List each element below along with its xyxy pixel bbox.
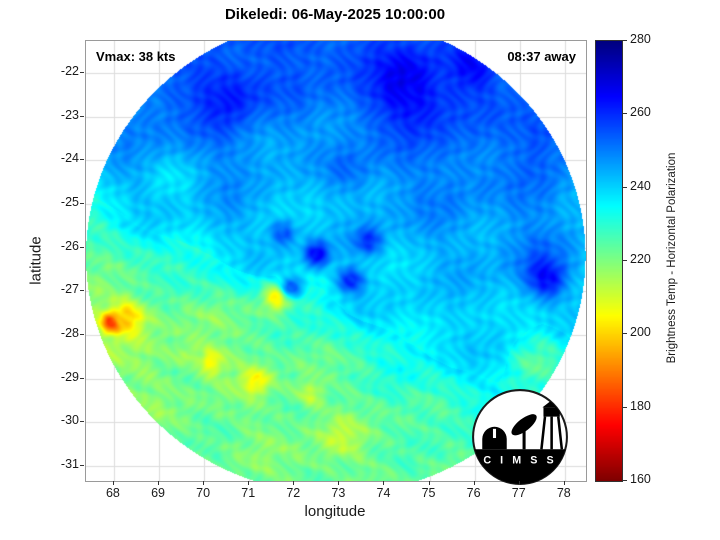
x-tick-mark bbox=[158, 481, 160, 485]
colorbar-label: Brightness Temp - Horizontal Polarizatio… bbox=[666, 152, 678, 364]
x-tick-label: 78 bbox=[556, 486, 571, 500]
colorbar-tick-mark bbox=[623, 113, 627, 115]
x-tick-label: 72 bbox=[286, 486, 301, 500]
page-title: Dikeledi: 06-May-2025 10:00:00 bbox=[224, 6, 446, 23]
y-tick-mark bbox=[80, 290, 84, 292]
colorbar-tick-mark bbox=[623, 333, 627, 335]
y-tick-mark bbox=[80, 71, 84, 73]
time-offset-annotation: 08:37 away bbox=[507, 49, 576, 64]
x-tick-mark bbox=[203, 481, 205, 485]
x-tick-mark bbox=[428, 481, 430, 485]
y-tick-mark bbox=[80, 465, 84, 467]
x-tick-label: 75 bbox=[421, 486, 436, 500]
y-tick-label: -25 bbox=[60, 194, 79, 209]
x-tick-label: 76 bbox=[466, 486, 481, 500]
colorbar-tick-mark bbox=[623, 260, 627, 261]
colorbar-tick-label: 260 bbox=[630, 105, 651, 120]
y-tick-label: -30 bbox=[60, 413, 79, 428]
colorbar-tick-mark bbox=[623, 40, 627, 41]
colorbar-tick-label: 280 bbox=[630, 32, 651, 46]
x-tick-label: 73 bbox=[331, 486, 346, 500]
y-tick-label: -26 bbox=[60, 238, 79, 253]
x-tick-mark bbox=[112, 481, 114, 485]
cimss-logo-text: C I M S S bbox=[483, 455, 556, 467]
observatory-dome-icon bbox=[482, 426, 507, 450]
x-tick-mark bbox=[473, 481, 475, 485]
cimss-logo: C I M S S bbox=[472, 389, 568, 485]
y-tick-mark bbox=[80, 246, 84, 248]
y-tick-label: -28 bbox=[60, 326, 79, 341]
satellite-dish-icon bbox=[511, 414, 537, 450]
colorbar-tick-label: 160 bbox=[630, 472, 651, 486]
colorbar-tick-mark bbox=[623, 480, 627, 481]
x-tick-mark bbox=[383, 481, 385, 485]
x-tick-label: 70 bbox=[196, 486, 211, 500]
colorbar-tick-mark bbox=[623, 406, 627, 408]
vmax-annotation: Vmax: 38 kts bbox=[96, 49, 176, 64]
y-tick-mark bbox=[80, 202, 84, 204]
x-axis-label: longitude bbox=[304, 503, 366, 520]
x-tick-mark bbox=[518, 481, 520, 485]
x-tick-label: 68 bbox=[105, 486, 120, 500]
y-tick-mark bbox=[80, 377, 84, 379]
y-tick-mark bbox=[80, 334, 84, 336]
colorbar-tick-label: 180 bbox=[630, 398, 651, 413]
colorbar-tick-mark bbox=[623, 186, 627, 188]
y-tick-mark bbox=[80, 421, 84, 423]
y-tick-label: -29 bbox=[60, 369, 79, 384]
y-tick-label: -31 bbox=[60, 457, 79, 472]
x-tick-mark bbox=[338, 481, 340, 485]
colorbar-tick-label: 220 bbox=[630, 252, 651, 266]
y-tick-label: -23 bbox=[60, 107, 79, 122]
y-tick-label: -22 bbox=[60, 63, 79, 78]
colorbar-canvas bbox=[595, 40, 623, 482]
y-tick-label: -24 bbox=[60, 151, 79, 166]
y-tick-mark bbox=[80, 159, 84, 161]
x-tick-mark bbox=[248, 481, 250, 485]
colorbar-tick-label: 240 bbox=[630, 178, 651, 193]
x-tick-mark bbox=[563, 481, 565, 485]
plot-area: Vmax: 38 kts 08:37 away bbox=[85, 40, 587, 485]
x-tick-label: 69 bbox=[151, 486, 165, 500]
x-tick-label: 71 bbox=[241, 486, 256, 500]
y-tick-mark bbox=[80, 115, 84, 117]
colorbar-tick-label: 200 bbox=[630, 325, 651, 340]
x-tick-mark bbox=[293, 481, 295, 485]
y-tick-label: -27 bbox=[60, 282, 79, 297]
x-tick-label: 77 bbox=[511, 486, 526, 500]
x-tick-label: 74 bbox=[376, 486, 391, 500]
